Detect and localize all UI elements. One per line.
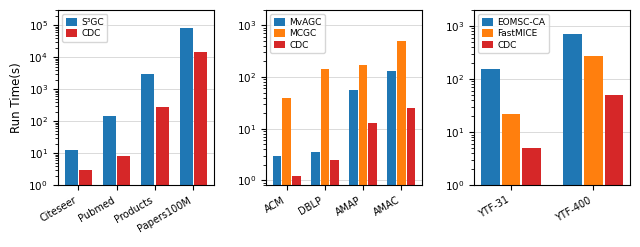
Bar (502, 114, 520, 247)
Bar (321, 69, 329, 247)
Bar (605, 95, 623, 247)
Bar (406, 108, 415, 247)
Bar (359, 65, 367, 247)
Bar (180, 28, 193, 247)
Bar (330, 160, 339, 247)
Bar (117, 156, 131, 247)
Bar (79, 170, 92, 247)
Bar (273, 156, 282, 247)
Bar (194, 53, 207, 247)
Bar (522, 148, 541, 247)
Bar (369, 123, 377, 247)
Bar (65, 150, 77, 247)
Bar (311, 152, 319, 247)
Bar (141, 74, 154, 247)
Bar (156, 107, 169, 247)
Bar (387, 71, 396, 247)
Legend: EOMSC-CA, FastMICE, CDC: EOMSC-CA, FastMICE, CDC (479, 14, 549, 53)
Bar (103, 116, 116, 247)
Legend: MvAGC, MCGC, CDC: MvAGC, MCGC, CDC (270, 14, 325, 53)
Y-axis label: Run Time(s): Run Time(s) (10, 62, 23, 133)
Legend: S³GC, CDC: S³GC, CDC (62, 14, 108, 42)
Bar (292, 176, 301, 247)
Bar (397, 41, 406, 247)
Bar (349, 90, 358, 247)
Bar (282, 98, 291, 247)
Bar (481, 69, 500, 247)
Bar (563, 34, 582, 247)
Bar (584, 56, 603, 247)
